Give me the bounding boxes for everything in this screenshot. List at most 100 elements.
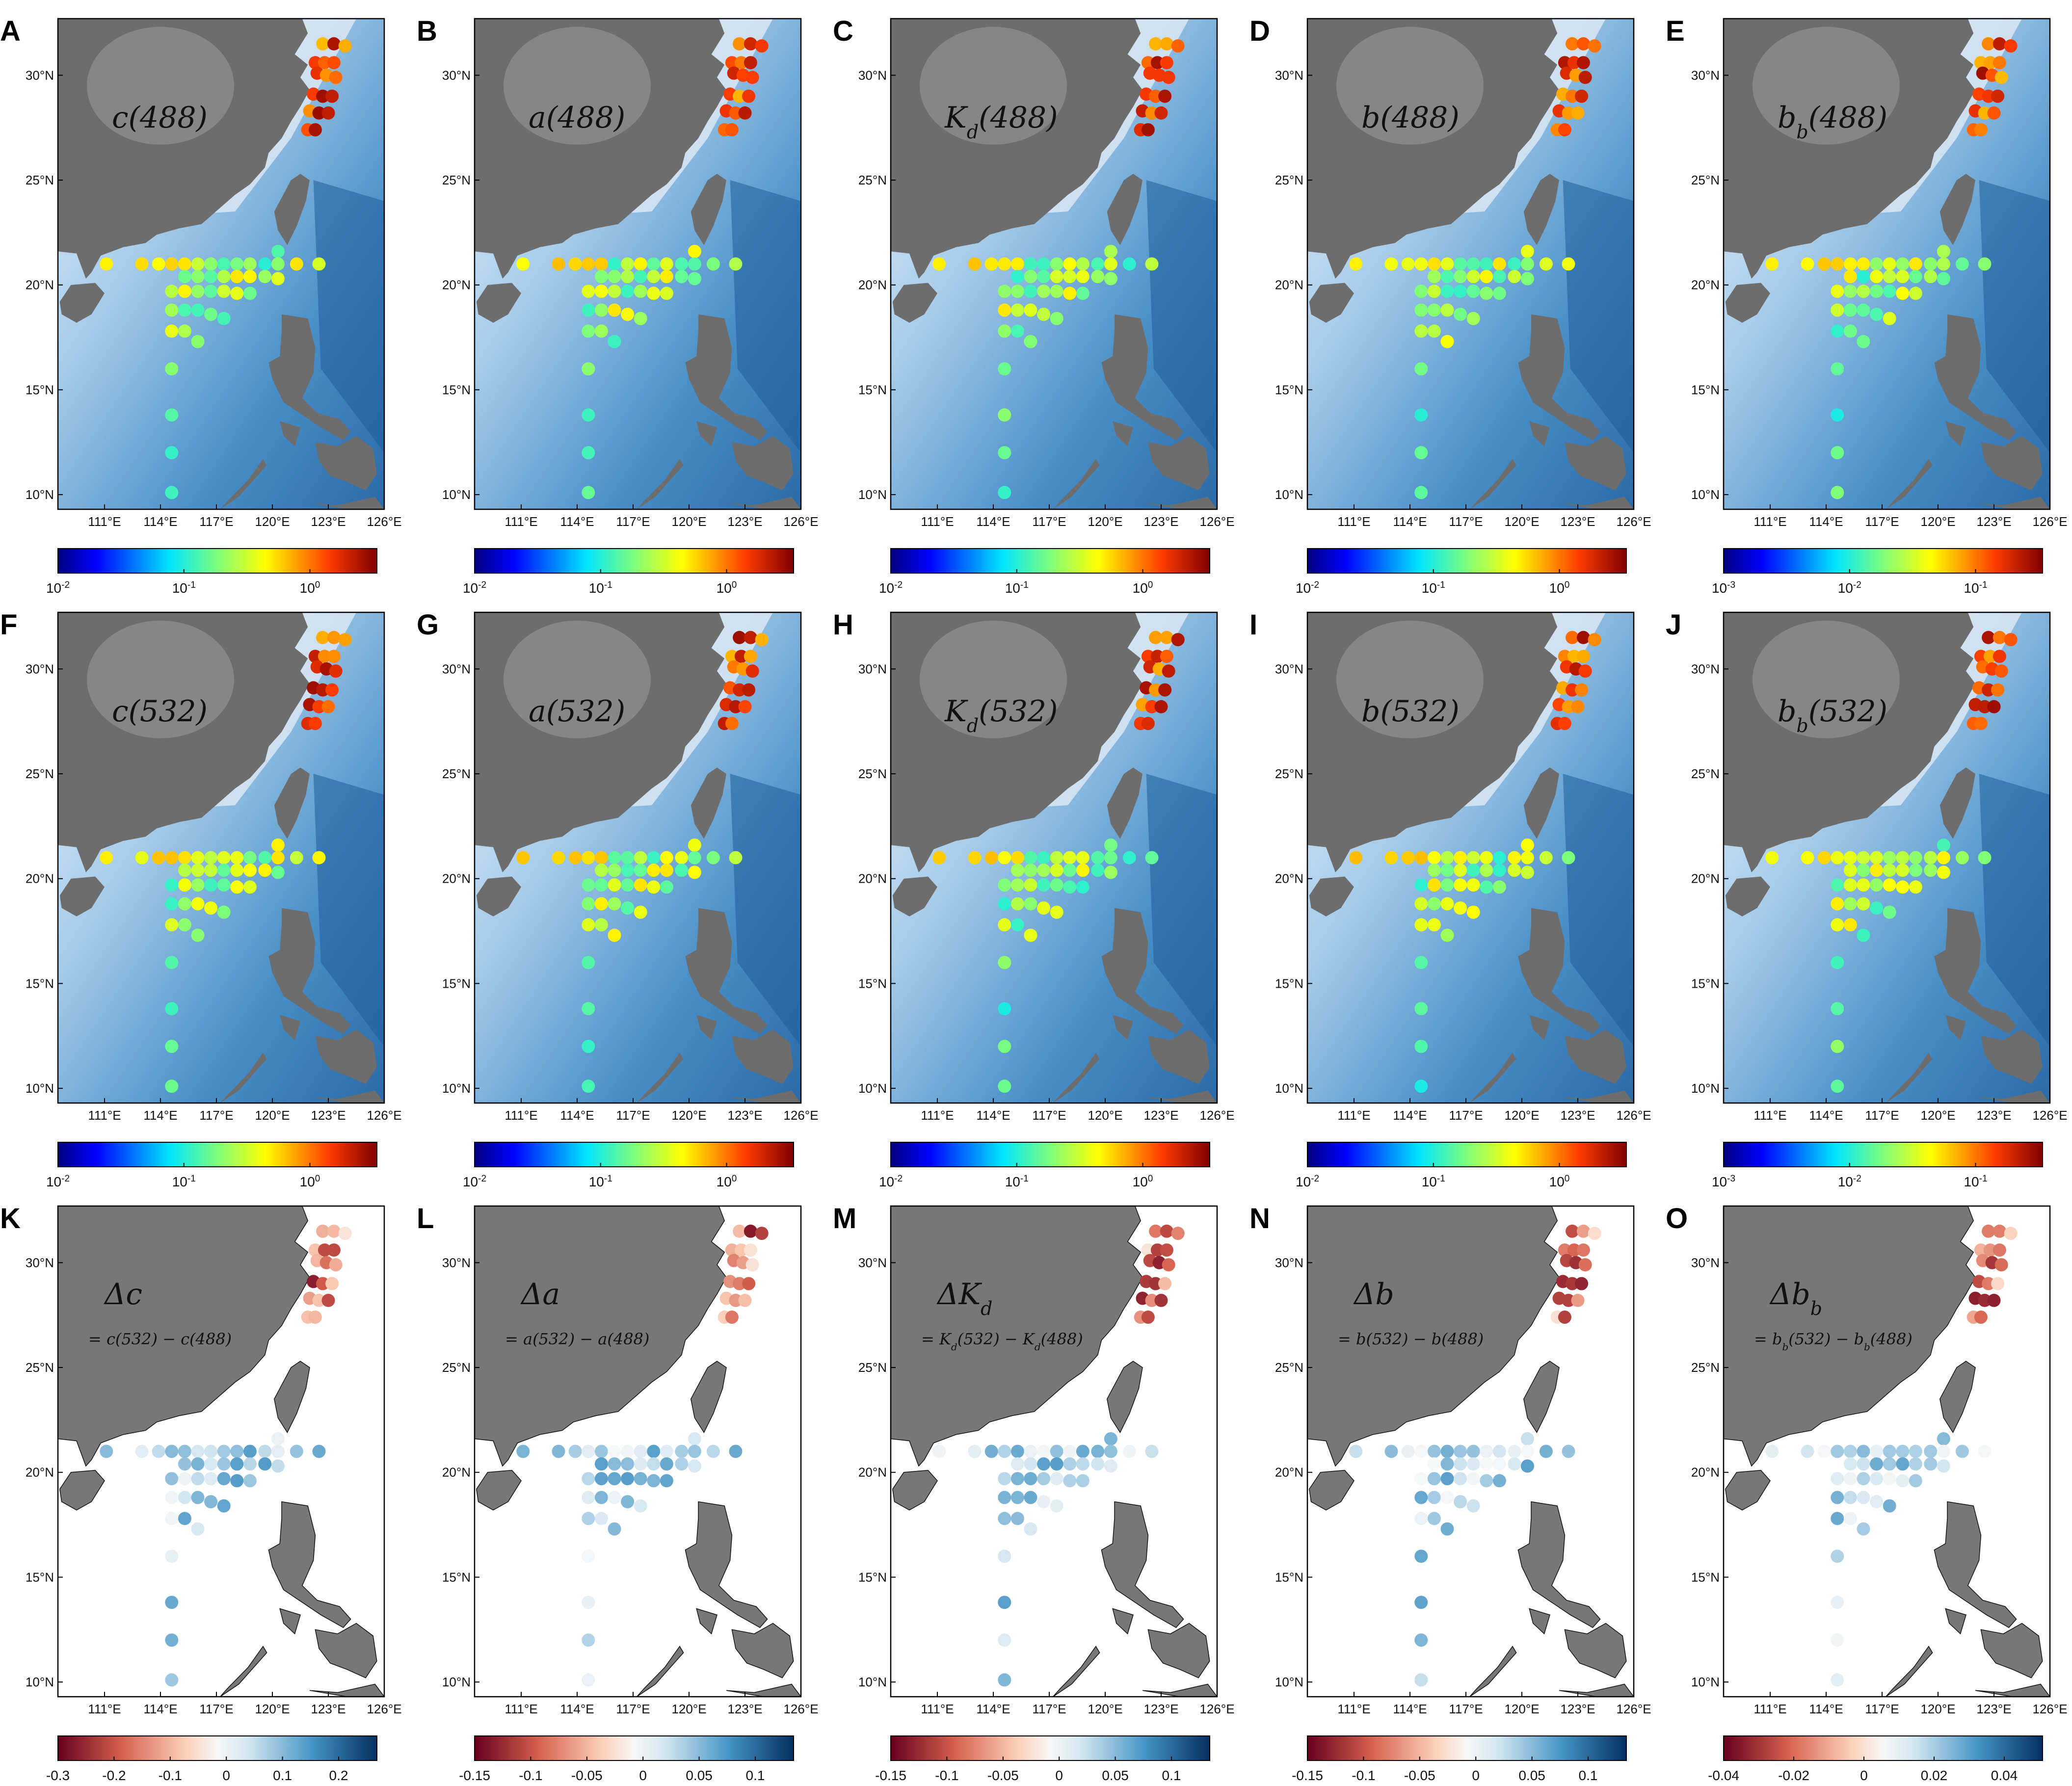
landmass — [1529, 421, 1550, 446]
station-marker — [1937, 244, 1950, 258]
station-marker — [552, 257, 565, 271]
station-marker — [729, 700, 743, 713]
lat-tick-label: 10°N — [1691, 1675, 1720, 1689]
station-marker — [1843, 257, 1857, 271]
station-marker — [1562, 1293, 1575, 1307]
station-marker — [1466, 285, 1480, 298]
station-marker — [1440, 1472, 1454, 1486]
station-marker — [1539, 1445, 1553, 1458]
landmass — [1113, 1015, 1133, 1040]
station-marker — [316, 1277, 330, 1290]
station-marker — [733, 37, 746, 51]
station-marker — [1440, 851, 1454, 865]
station-marker — [1991, 1277, 2005, 1290]
station-marker — [1987, 106, 2001, 120]
station-marker — [594, 257, 608, 271]
station-marker — [1037, 1457, 1051, 1471]
difference-equation: = c(532) − c(488) — [88, 1330, 232, 1348]
station-marker — [1480, 287, 1493, 300]
station-marker — [1141, 56, 1155, 70]
station-marker — [1909, 287, 1922, 300]
lat-tick-label: 15°N — [858, 1570, 887, 1584]
landmass — [1529, 1015, 1550, 1040]
panel-letter: D — [1249, 15, 1270, 47]
station-marker — [594, 1491, 608, 1504]
colorbar-tick-label: 10-1 — [1964, 1174, 1987, 1190]
landmass — [1053, 1646, 1100, 1697]
station-marker — [243, 1445, 257, 1458]
landmass — [280, 421, 300, 446]
station-marker — [1440, 335, 1454, 348]
colorbar — [1723, 548, 2043, 574]
station-marker — [725, 1243, 739, 1257]
lon-tick-label: 126°E — [783, 514, 818, 529]
station-marker — [1896, 864, 1910, 877]
station-marker — [1010, 285, 1024, 298]
station-marker — [1440, 1445, 1454, 1458]
station-marker — [742, 1277, 756, 1290]
difference-equation: = a(532) − a(488) — [505, 1330, 649, 1348]
station-marker — [660, 1445, 673, 1458]
station-marker — [647, 1474, 661, 1488]
lon-tick-label: 117°E — [1032, 1702, 1066, 1716]
station-marker — [308, 1243, 322, 1257]
station-marker — [1576, 37, 1590, 51]
station-marker — [1870, 851, 1884, 865]
colorbar-tick-label: 100 — [717, 1174, 737, 1190]
station-marker — [1857, 851, 1870, 865]
station-marker — [1454, 864, 1467, 877]
station-marker — [316, 683, 330, 697]
station-marker — [1562, 257, 1575, 271]
lat-tick-label: 10°N — [1275, 1081, 1303, 1096]
lat-tick-label: 10°N — [442, 1081, 471, 1096]
station-marker — [1883, 1472, 1896, 1486]
lat-tick-label: 20°N — [1275, 871, 1303, 886]
station-marker — [582, 285, 595, 298]
lat-tick-label: 30°N — [858, 68, 887, 82]
station-marker — [1909, 1457, 1922, 1471]
station-marker — [165, 1040, 179, 1053]
station-marker — [178, 918, 191, 932]
landmass — [279, 1608, 301, 1635]
station-marker — [582, 1550, 595, 1563]
lat-tick-label: 20°N — [442, 1465, 471, 1480]
landmass — [691, 767, 726, 839]
station-marker — [135, 257, 149, 271]
station-marker — [1974, 1243, 1988, 1257]
station-marker — [647, 864, 661, 877]
station-marker — [1466, 1457, 1480, 1471]
landmass — [59, 283, 105, 323]
station-marker — [998, 303, 1011, 317]
station-marker — [1982, 630, 1995, 644]
station-marker — [582, 1633, 595, 1647]
station-marker — [271, 1445, 285, 1458]
station-marker — [688, 1432, 701, 1445]
station-marker — [608, 928, 621, 942]
station-marker — [1010, 1445, 1024, 1458]
lon-tick-label: 126°E — [1199, 1108, 1234, 1123]
station-marker — [998, 918, 1011, 932]
difference-equation: = Kd(532) − Kd(488) — [921, 1330, 1083, 1353]
station-marker — [1091, 270, 1105, 284]
station-marker — [217, 312, 231, 325]
landmass — [1565, 436, 1626, 491]
variable-label: Δc — [104, 1277, 142, 1312]
station-marker — [191, 878, 205, 892]
station-marker — [1037, 1445, 1051, 1458]
station-marker — [1520, 244, 1534, 258]
station-marker — [1982, 1224, 1995, 1238]
station-marker — [271, 1432, 285, 1445]
landmass — [1886, 1646, 1933, 1697]
station-marker — [1492, 1457, 1506, 1471]
station-marker — [675, 270, 689, 284]
station-marker — [165, 1445, 179, 1458]
lat-tick-label: 10°N — [26, 1675, 54, 1689]
lon-tick-label: 123°E — [727, 1108, 762, 1123]
station-marker — [1937, 272, 1950, 286]
station-marker — [1974, 56, 1988, 70]
station-marker — [152, 257, 165, 271]
station-marker — [191, 303, 205, 317]
station-marker — [582, 446, 595, 460]
station-marker — [594, 918, 608, 932]
station-marker — [204, 308, 218, 321]
